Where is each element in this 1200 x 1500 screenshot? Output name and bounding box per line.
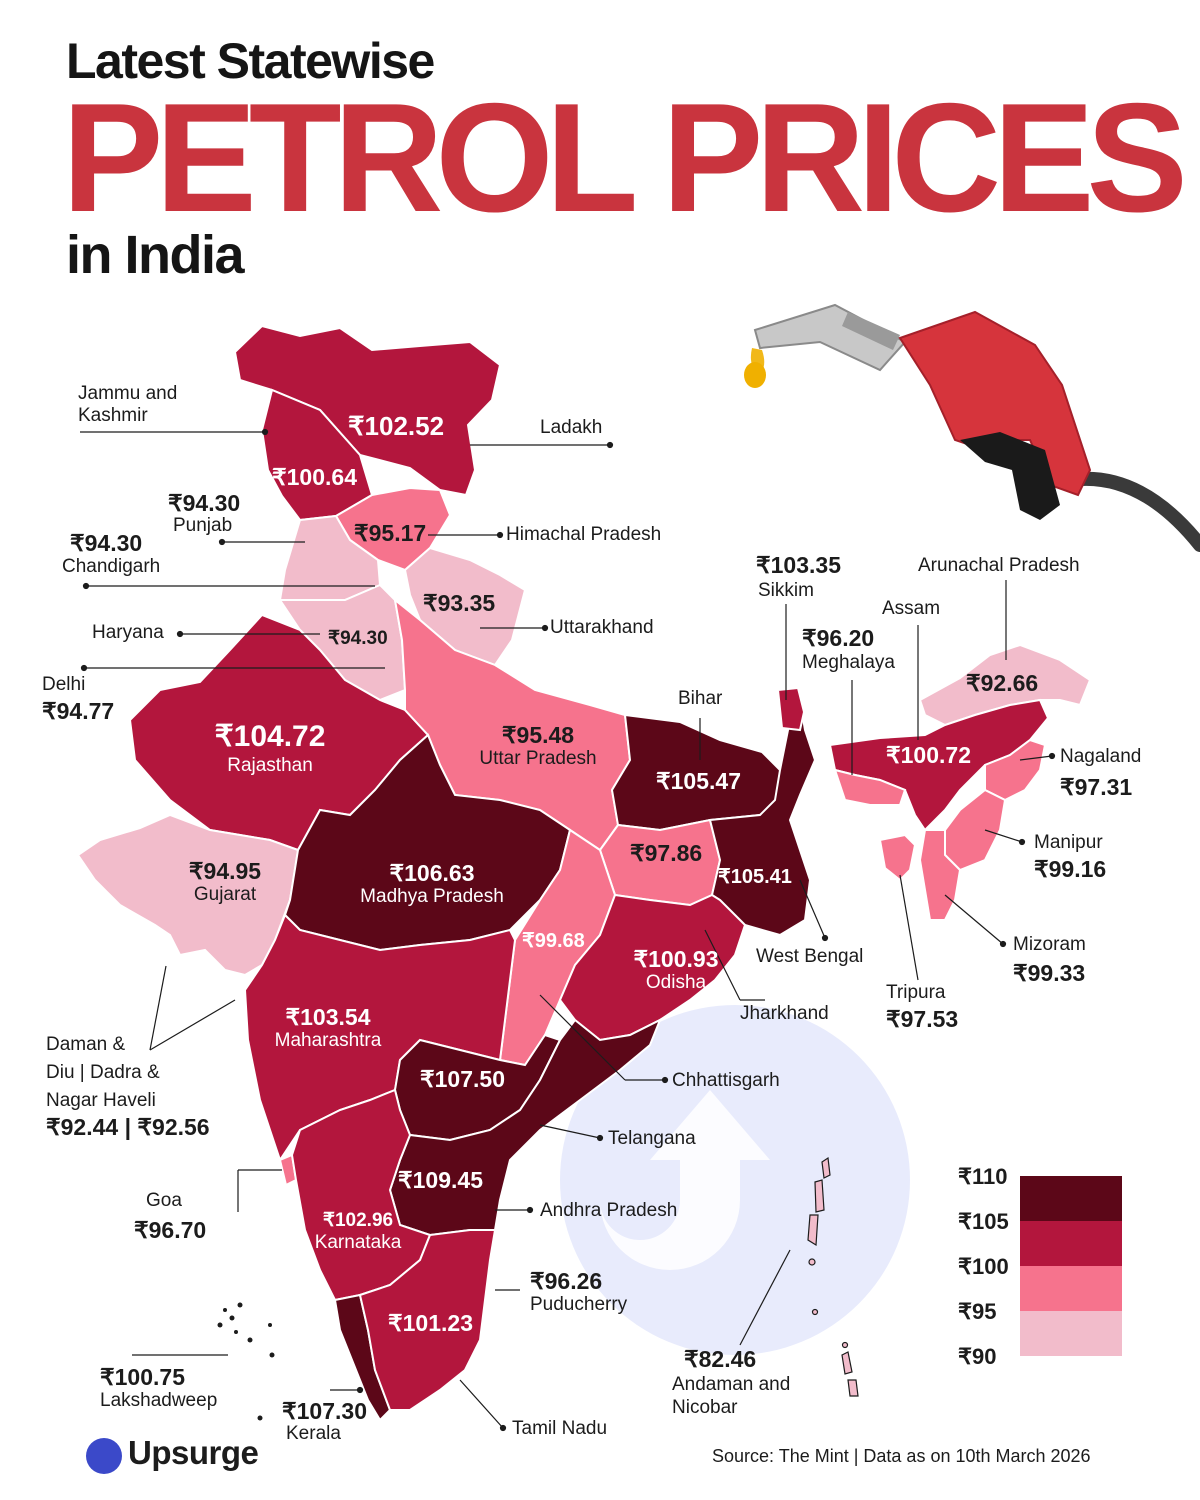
label-meghalaya-name: Meghalaya <box>802 652 895 673</box>
label-manipur-name: Manipur <box>1034 832 1103 853</box>
region-gujarat <box>76 813 300 977</box>
label-tripura-name: Tripura <box>886 982 946 1003</box>
label-lakshadweep-name: Lakshadweep <box>100 1390 218 1411</box>
label-andaman-name-1: Andaman and <box>672 1374 791 1395</box>
map-madhya-pradesh: ₹106.63 Madhya Pradesh <box>360 860 504 908</box>
label-punjab: ₹94.30 <box>168 490 241 516</box>
watermark-logo <box>560 1005 910 1355</box>
label-haryana-name: Haryana <box>92 622 164 643</box>
label-sikkim-name: Sikkim <box>758 580 814 601</box>
map-uttar-pradesh: ₹95.48 Uttar Pradesh <box>479 722 597 770</box>
label-goa-price: ₹96.70 <box>134 1217 207 1243</box>
region-west-bengal <box>708 696 817 937</box>
map-price-jammu-kashmir: ₹100.64 <box>272 464 357 490</box>
label-delhi-price: ₹94.77 <box>42 698 115 724</box>
label-nagaland-price: ₹97.31 <box>1060 774 1133 800</box>
lakshadweep-islands <box>217 1302 275 1421</box>
brand-name: Upsurge <box>128 1434 259 1471</box>
map-price-tamil-nadu: ₹101.23 <box>388 1310 473 1336</box>
label-goa-name: Goa <box>146 1190 182 1211</box>
label-daman-name-2: Diu | Dadra & <box>46 1062 160 1083</box>
leader-lines <box>80 428 1056 1432</box>
legend-tick-95: ₹95 <box>958 1299 997 1324</box>
label-puducherry-name: Puducherry <box>530 1294 628 1315</box>
map-price-uttarakhand: ₹93.35 <box>423 590 496 616</box>
label-daman-price: ₹92.44 | ₹92.56 <box>46 1114 210 1140</box>
label-chandigarh-price: ₹94.30 <box>70 530 143 556</box>
label-kerala-price: ₹107.30 <box>282 1398 367 1424</box>
map-price-telangana: ₹107.50 <box>420 1066 505 1092</box>
label-west-bengal-name: West Bengal <box>756 946 864 967</box>
map-rajasthan: ₹104.72 Rajasthan <box>214 720 326 776</box>
label-manipur-price: ₹99.16 <box>1034 856 1107 882</box>
label-sikkim-price: ₹103.35 <box>756 552 841 578</box>
map-maharashtra: ₹103.54 Maharashtra <box>274 1004 382 1052</box>
label-nagaland-name: Nagaland <box>1060 746 1142 767</box>
label-jharkhand-name: Jharkhand <box>740 1003 829 1024</box>
label-chhattisgarh-name: Chhattisgarh <box>672 1070 780 1091</box>
map-price-chhattisgarh: ₹99.68 <box>522 930 585 952</box>
region-uttarakhand <box>403 546 527 667</box>
fuel-nozzle-illustration <box>744 303 1200 552</box>
region-sikkim <box>776 686 806 732</box>
label-assam-name: Assam <box>882 598 941 619</box>
map-price-ladakh: ₹102.52 <box>348 411 445 441</box>
label-delhi-name: Delhi <box>42 674 86 695</box>
label-mizoram-name: Mizoram <box>1013 934 1086 955</box>
legend-tick-105: ₹105 <box>958 1209 1009 1234</box>
upsurge-logo-icon <box>86 1438 122 1474</box>
region-nagaland <box>984 738 1047 802</box>
legend-tick-100: ₹100 <box>958 1254 1009 1279</box>
label-puducherry-price: ₹96.26 <box>530 1268 603 1294</box>
label-andaman-price: ₹82.46 <box>684 1346 757 1372</box>
legend-tick-110: ₹110 <box>958 1164 1008 1189</box>
map-odisha: ₹100.93 Odisha <box>633 946 719 994</box>
label-uttarakhand-name: Uttarakhand <box>550 617 654 638</box>
label-chandigarh-name: Chandigarh <box>62 556 161 577</box>
label-telangana-name: Telangana <box>608 1128 696 1149</box>
label-arunachal-name: Arunachal Pradesh <box>918 555 1080 576</box>
region-tripura <box>878 833 917 882</box>
region-meghalaya <box>833 768 907 806</box>
map-price-assam: ₹100.72 <box>886 742 971 768</box>
title-line-3: in India <box>66 225 245 285</box>
legend-scale <box>1020 1176 1122 1356</box>
title-main: PETROL PRICES <box>62 71 1188 245</box>
map-karnataka: ₹102.96 Karnataka <box>314 1210 402 1253</box>
region-manipur <box>944 788 1007 872</box>
label-mizoram-price: ₹99.33 <box>1013 960 1086 986</box>
label-daman-name-1: Daman & <box>46 1034 126 1055</box>
label-himachal-name: Himachal Pradesh <box>506 524 662 545</box>
map-gujarat: ₹94.95 Gujarat <box>188 858 262 906</box>
map-price-andhra: ₹109.45 <box>398 1167 483 1193</box>
map-price-haryana: ₹94.30 <box>328 628 388 649</box>
label-jammu-kashmir-name: Jammu and Kashmir <box>78 383 178 426</box>
label-kerala-name: Kerala <box>286 1423 341 1444</box>
region-tamil-nadu <box>358 1229 497 1411</box>
label-tamil-nadu-name: Tamil Nadu <box>512 1418 608 1439</box>
source-note: Source: The Mint | Data as on 10th March… <box>712 1446 1091 1466</box>
map-price-himachal: ₹95.17 <box>354 520 427 546</box>
label-andaman-name-2: Nicobar <box>672 1397 738 1418</box>
map-price-west-bengal: ₹105.41 <box>718 866 792 888</box>
label-bihar-name: Bihar <box>678 688 723 709</box>
map-price-arunachal: ₹92.66 <box>966 670 1039 696</box>
legend-tick-90: ₹90 <box>958 1344 997 1369</box>
map-price-bihar: ₹105.47 <box>656 768 741 794</box>
title-line-1: Latest Statewise <box>66 33 435 89</box>
label-andhra-name: Andhra Pradesh <box>540 1200 678 1221</box>
andaman-islands <box>807 1156 859 1397</box>
label-ladakh-name: Ladakh <box>540 417 603 438</box>
label-punjab-name: Punjab <box>173 515 233 536</box>
label-lakshadweep-price: ₹100.75 <box>100 1364 185 1390</box>
region-mizoram <box>918 829 962 921</box>
label-tripura-price: ₹97.53 <box>886 1006 959 1032</box>
label-daman-name-3: Nagar Haveli <box>46 1090 156 1111</box>
label-meghalaya-price: ₹96.20 <box>802 625 875 651</box>
region-odisha <box>558 893 747 1042</box>
map-price-jharkhand: ₹97.86 <box>630 840 703 866</box>
